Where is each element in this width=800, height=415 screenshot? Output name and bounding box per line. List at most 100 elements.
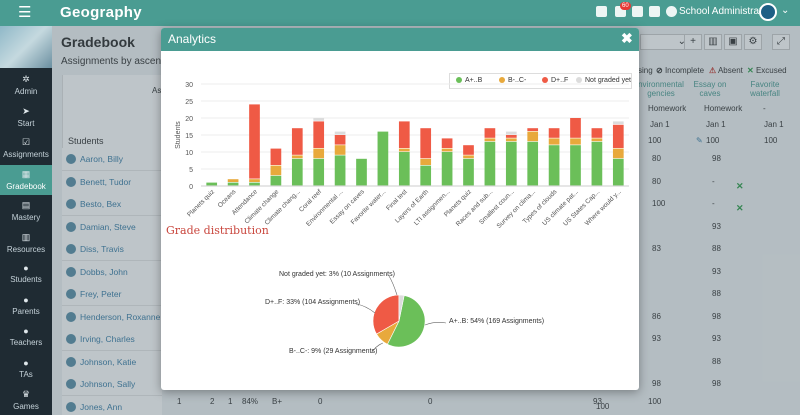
- export-icon[interactable]: ▣: [724, 34, 742, 50]
- student-name-link[interactable]: Diss, Travis: [80, 244, 124, 254]
- score-cell[interactable]: 80: [652, 154, 661, 163]
- score-cell[interactable]: 98: [712, 154, 721, 163]
- bar-segment[interactable]: [377, 131, 389, 186]
- bar-segment[interactable]: [334, 155, 346, 186]
- bar-segment[interactable]: [398, 152, 410, 186]
- student-name-link[interactable]: Benett, Tudor: [80, 176, 132, 187]
- bar-segment[interactable]: [398, 121, 410, 148]
- fullscreen-icon[interactable]: ⤢: [772, 34, 790, 50]
- student-name-link[interactable]: Irving, Charles: [80, 334, 135, 344]
- bar-segment[interactable]: [206, 182, 218, 186]
- bar-segment[interactable]: [291, 155, 303, 159]
- chart-icon[interactable]: ▥: [704, 34, 722, 50]
- bar-segment[interactable]: [591, 128, 603, 138]
- score-cell[interactable]: 98: [712, 311, 721, 321]
- bar-segment[interactable]: [527, 141, 539, 186]
- bar-segment[interactable]: [591, 141, 603, 186]
- chevron-down-icon[interactable]: ⌄: [781, 5, 790, 16]
- bar-segment[interactable]: [291, 128, 303, 155]
- pencil-icon[interactable]: ✎: [696, 136, 703, 145]
- bar-segment[interactable]: [505, 141, 517, 186]
- bar-segment[interactable]: [484, 141, 496, 186]
- sidebar-item-admin[interactable]: ✲ Admin: [0, 70, 52, 100]
- bar-segment[interactable]: [612, 124, 624, 148]
- sidebar-item-assignments[interactable]: ☑ Assignments: [0, 133, 52, 163]
- student-name-link[interactable]: Johnson, Sally: [80, 379, 136, 389]
- bar-segment[interactable]: [420, 165, 432, 186]
- sidebar-item-parents[interactable]: ● Parents: [0, 291, 52, 321]
- student-name-link[interactable]: Frey, Peter: [80, 289, 122, 299]
- bar-segment[interactable]: [313, 118, 325, 121]
- bar-segment[interactable]: [441, 152, 453, 186]
- bar-segment[interactable]: [612, 158, 624, 186]
- bar-segment[interactable]: [249, 182, 260, 186]
- bar-segment[interactable]: [463, 155, 474, 159]
- score-cell[interactable]: 93: [652, 334, 661, 343]
- bar-segment[interactable]: [420, 128, 432, 159]
- bar-segment[interactable]: [270, 148, 282, 165]
- column-header-waterfall[interactable]: Favorite waterfall: [750, 80, 780, 98]
- bar-segment[interactable]: [249, 104, 260, 179]
- student-name-link[interactable]: Besto, Bex: [80, 199, 122, 209]
- bar-segment[interactable]: [612, 121, 624, 125]
- menu-icon[interactable]: ☰: [18, 4, 32, 21]
- legend-item[interactable]: D+..F: [542, 77, 568, 84]
- bar-segment[interactable]: [227, 179, 239, 182]
- sidebar-item-students[interactable]: ● Students: [0, 259, 52, 289]
- score-cell[interactable]: 83: [652, 244, 661, 253]
- bar-segment[interactable]: [249, 179, 260, 182]
- bar-segment[interactable]: [505, 135, 517, 138]
- score-cell[interactable]: 93: [712, 266, 721, 276]
- score-cell[interactable]: 88: [712, 244, 721, 253]
- pie-slice[interactable]: [372, 294, 400, 335]
- score-cell[interactable]: 98: [652, 379, 661, 388]
- column-header-environmental[interactable]: nvironmental gencies: [638, 80, 684, 98]
- score-cell[interactable]: -: [712, 199, 715, 208]
- bar-segment[interactable]: [356, 158, 367, 186]
- bar-segment[interactable]: [570, 118, 581, 138]
- bar-segment[interactable]: [270, 175, 282, 186]
- student-name-link[interactable]: Damian, Steve: [80, 221, 136, 232]
- bar-segment[interactable]: [548, 145, 560, 186]
- mail-icon[interactable]: [596, 6, 607, 17]
- student-name-link[interactable]: Johnson, Katie: [80, 356, 137, 367]
- score-cell[interactable]: 88: [712, 289, 721, 298]
- bar-segment[interactable]: [548, 128, 560, 138]
- bar-segment[interactable]: [570, 138, 581, 145]
- bar-segment[interactable]: [505, 131, 517, 135]
- sidebar-item-tas[interactable]: ● TAs: [0, 354, 52, 384]
- bar-segment[interactable]: [313, 158, 325, 186]
- filter-select[interactable]: ⌄: [640, 34, 690, 50]
- bar-segment[interactable]: [527, 128, 539, 131]
- user-name[interactable]: School Administrator: [679, 6, 771, 17]
- bar-segment[interactable]: [313, 148, 325, 159]
- score-cell[interactable]: 93: [712, 334, 721, 343]
- bar-segment[interactable]: [441, 138, 453, 148]
- sidebar-item-mastery[interactable]: ▤ Mastery: [0, 196, 52, 226]
- score-cell[interactable]: 88: [712, 356, 721, 366]
- search-icon[interactable]: [666, 6, 677, 17]
- sidebar-item-gradebook[interactable]: ▦ Gradebook: [0, 164, 52, 195]
- bar-segment[interactable]: [612, 148, 624, 159]
- score-cell[interactable]: 100: [596, 401, 610, 411]
- bar-segment[interactable]: [313, 121, 325, 148]
- sidebar-item-start[interactable]: ➤ Start: [0, 102, 52, 132]
- bar-segment[interactable]: [227, 182, 239, 186]
- bar-segment[interactable]: [548, 138, 560, 145]
- column-header-caves[interactable]: Essay on caves: [693, 80, 727, 98]
- score-cell[interactable]: -: [712, 176, 715, 186]
- pie-slice[interactable]: [387, 295, 426, 348]
- score-cell[interactable]: 80: [652, 176, 661, 186]
- bar-segment[interactable]: [527, 131, 539, 142]
- bar-segment[interactable]: [463, 158, 474, 186]
- legend-item[interactable]: A+..B: [456, 77, 482, 84]
- gear-icon[interactable]: ⚙: [744, 34, 762, 50]
- score-cell[interactable]: 100: [652, 199, 666, 208]
- bar-segment[interactable]: [291, 158, 303, 186]
- bar-segment[interactable]: [334, 145, 346, 155]
- bar-segment[interactable]: [270, 165, 282, 176]
- add-icon[interactable]: +: [684, 34, 702, 50]
- score-cell[interactable]: 86: [652, 311, 661, 321]
- bar-segment[interactable]: [334, 131, 346, 135]
- calendar-icon[interactable]: [632, 6, 643, 17]
